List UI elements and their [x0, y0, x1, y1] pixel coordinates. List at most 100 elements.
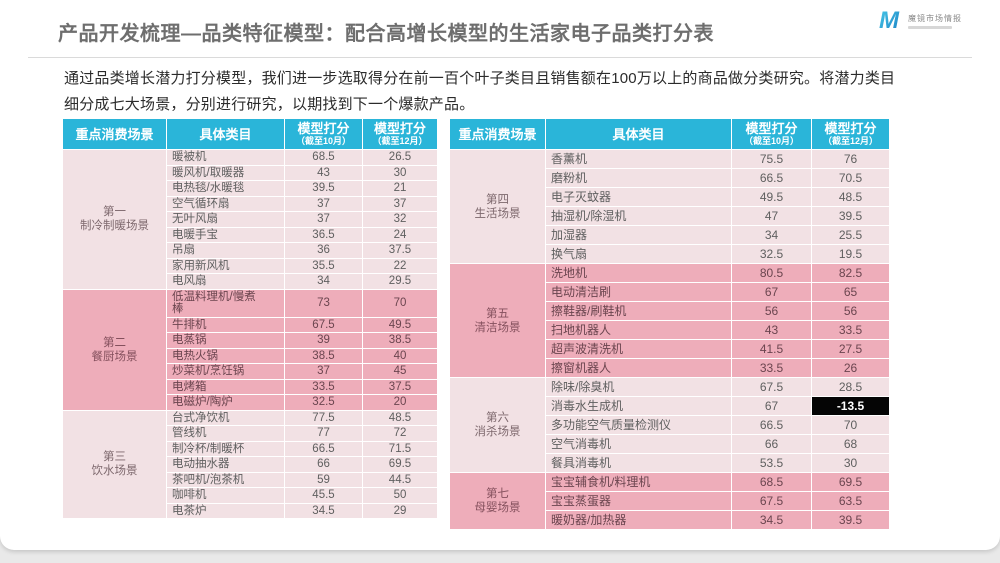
- score-oct-cell: 36.5: [284, 226, 363, 243]
- category-cell: 消毒水生成机: [545, 396, 732, 416]
- score-dec-cell: 32: [362, 211, 438, 228]
- score-dec-cell: 44.5: [362, 471, 438, 488]
- table-row: 第四 生活场景 香薰机 75.5 76: [449, 149, 890, 264]
- table-row: 换气扇 32.5 19.5: [450, 244, 890, 264]
- score-oct-cell: 68.5: [284, 149, 363, 166]
- score-dec-cell-highlighted: -13.5: [811, 396, 890, 416]
- score-dec-cell: 76: [811, 149, 890, 169]
- score-oct-cell: 34: [731, 225, 812, 245]
- category-cell: 餐具消毒机: [545, 453, 732, 473]
- score-dec-cell: 29.5: [362, 273, 438, 290]
- table-row: 第一 制冷制暖场景 暖被机 68.5 26.5: [62, 149, 438, 290]
- svg-text:M: M: [879, 7, 900, 33]
- category-cell: 扫地机器人: [545, 320, 732, 340]
- score-oct-cell: 73: [284, 288, 363, 318]
- score-dec-cell: 33.5: [811, 320, 890, 340]
- category-cell: 电热火锅: [166, 347, 285, 364]
- scene-cell: 第一 制冷制暖场景: [62, 149, 167, 290]
- score-oct-cell: 66: [731, 434, 812, 454]
- scene-cell: 第五 清洁场景: [449, 263, 546, 378]
- score-oct-cell: 53.5: [731, 453, 812, 473]
- score-dec-cell: 38.5: [362, 332, 438, 349]
- score-oct-cell: 67.5: [284, 316, 363, 333]
- table-row: 抽湿机/除湿机 47 39.5: [450, 206, 890, 226]
- score-dec-cell: 45: [362, 363, 438, 380]
- category-cell: 暖奶器/加热器: [545, 510, 732, 530]
- score-dec-cell: 37: [362, 195, 438, 212]
- score-dec-cell: 49.5: [362, 316, 438, 333]
- score-oct-cell: 37: [284, 211, 363, 228]
- category-cell: 磨粉机: [545, 168, 732, 188]
- table-row: 擦鞋器/刷鞋机 56 56: [450, 301, 890, 321]
- category-cell: 电磁炉/陶炉: [166, 394, 285, 411]
- score-oct-cell: 77: [284, 425, 363, 442]
- category-scoring-table-left: 重点消费场景 具体类目 模型打分 （截至10月） 模型打分 （截至12月） 第一…: [62, 118, 438, 519]
- score-oct-cell: 34: [284, 273, 363, 290]
- table-row: 电热火锅 38.5 40: [63, 347, 438, 364]
- score-dec-cell: 37.5: [362, 242, 438, 259]
- table-header-row: 重点消费场景 具体类目 模型打分 （截至10月） 模型打分 （截至12月）: [449, 118, 890, 150]
- title-divider: [28, 57, 972, 58]
- score-oct-cell: 49.5: [731, 187, 812, 207]
- table-row: 电子灭蚊器 49.5 48.5: [450, 187, 890, 207]
- score-oct-cell: 37: [284, 363, 363, 380]
- category-scoring-table-right: 重点消费场景 具体类目 模型打分 （截至10月） 模型打分 （截至12月） 第四…: [449, 118, 890, 530]
- header-category: 具体类目: [545, 118, 732, 150]
- score-oct-cell: 45.5: [284, 487, 363, 504]
- category-cell: 吊扇: [166, 242, 285, 259]
- score-dec-cell: 70: [811, 415, 890, 435]
- header-category: 具体类目: [166, 118, 285, 150]
- score-dec-cell: 29: [362, 502, 438, 519]
- table-row: 暖奶器/加热器 34.5 39.5: [450, 510, 890, 530]
- table-row: 加湿器 34 25.5: [450, 225, 890, 245]
- brand-name: 魔镜市场情报: [908, 14, 962, 23]
- category-cell: 炒菜机/烹饪锅: [166, 363, 285, 380]
- score-oct-cell: 39.5: [284, 180, 363, 197]
- brand-tagline-bar: [908, 26, 952, 29]
- score-oct-cell: 77.5: [284, 409, 363, 426]
- score-oct-cell: 66: [284, 456, 363, 473]
- category-cell: 电暖手宝: [166, 226, 285, 243]
- header-score-dec: 模型打分 （截至12月）: [811, 118, 890, 150]
- category-cell: 电动清洁刷: [545, 282, 732, 302]
- category-cell: 牛排机: [166, 316, 285, 333]
- category-cell: 电热毯/水暖毯: [166, 180, 285, 197]
- table-row: 暖风机/取暖器 43 30: [63, 164, 438, 181]
- score-oct-cell: 66.5: [731, 168, 812, 188]
- scene-cell: 第二 餐厨场景: [62, 288, 167, 411]
- table-row: 电烤箱 33.5 37.5: [63, 378, 438, 395]
- score-oct-cell: 80.5: [731, 263, 812, 283]
- header-score-oct: 模型打分 （截至10月）: [731, 118, 812, 150]
- table-row: 第五 清洁场景 洗地机 80.5 82.5: [449, 263, 890, 378]
- score-oct-cell: 66.5: [731, 415, 812, 435]
- table-row: 家用新风机 35.5 22: [63, 257, 438, 274]
- category-cell: 擦窗机器人: [545, 358, 732, 378]
- table-row: 管线机 77 72: [63, 425, 438, 442]
- category-cell: 暖被机: [166, 149, 285, 166]
- table-row: 空气消毒机 66 68: [450, 434, 890, 454]
- score-oct-cell: 36: [284, 242, 363, 259]
- table-row: 吊扇 36 37.5: [63, 242, 438, 259]
- category-cell: 家用新风机: [166, 257, 285, 274]
- score-oct-cell: 66.5: [284, 440, 363, 457]
- score-oct-cell: 68.5: [731, 472, 812, 492]
- intro-paragraph: 通过品类增长潜力打分模型，我们进一步选取得分在前一百个叶子类目且销售额在100万…: [64, 66, 954, 118]
- table-row: 电风扇 34 29.5: [63, 273, 438, 290]
- table-row: 第七 母婴场景 宝宝辅食机/料理机 68.5 69.5: [449, 472, 890, 530]
- table-header-row: 重点消费场景 具体类目 模型打分 （截至10月） 模型打分 （截至12月）: [62, 118, 438, 150]
- category-cell: 加湿器: [545, 225, 732, 245]
- score-dec-cell: 71.5: [362, 440, 438, 457]
- intro-line-1: 通过品类增长潜力打分模型，我们进一步选取得分在前一百个叶子类目且销售额在100万…: [64, 70, 896, 87]
- category-cell: 茶吧机/泡茶机: [166, 471, 285, 488]
- header-score-oct: 模型打分 （截至10月）: [284, 118, 363, 150]
- category-cell: 台式净饮机: [166, 409, 285, 426]
- category-cell: 换气扇: [545, 244, 732, 264]
- score-oct-cell: 67: [731, 396, 812, 416]
- category-cell: 香薰机: [545, 149, 732, 169]
- score-dec-cell: 65: [811, 282, 890, 302]
- table-row: 擦窗机器人 33.5 26: [450, 358, 890, 378]
- score-oct-cell: 67: [731, 282, 812, 302]
- score-dec-cell: 21: [362, 180, 438, 197]
- category-cell: 洗地机: [545, 263, 732, 283]
- score-dec-cell: 30: [362, 164, 438, 181]
